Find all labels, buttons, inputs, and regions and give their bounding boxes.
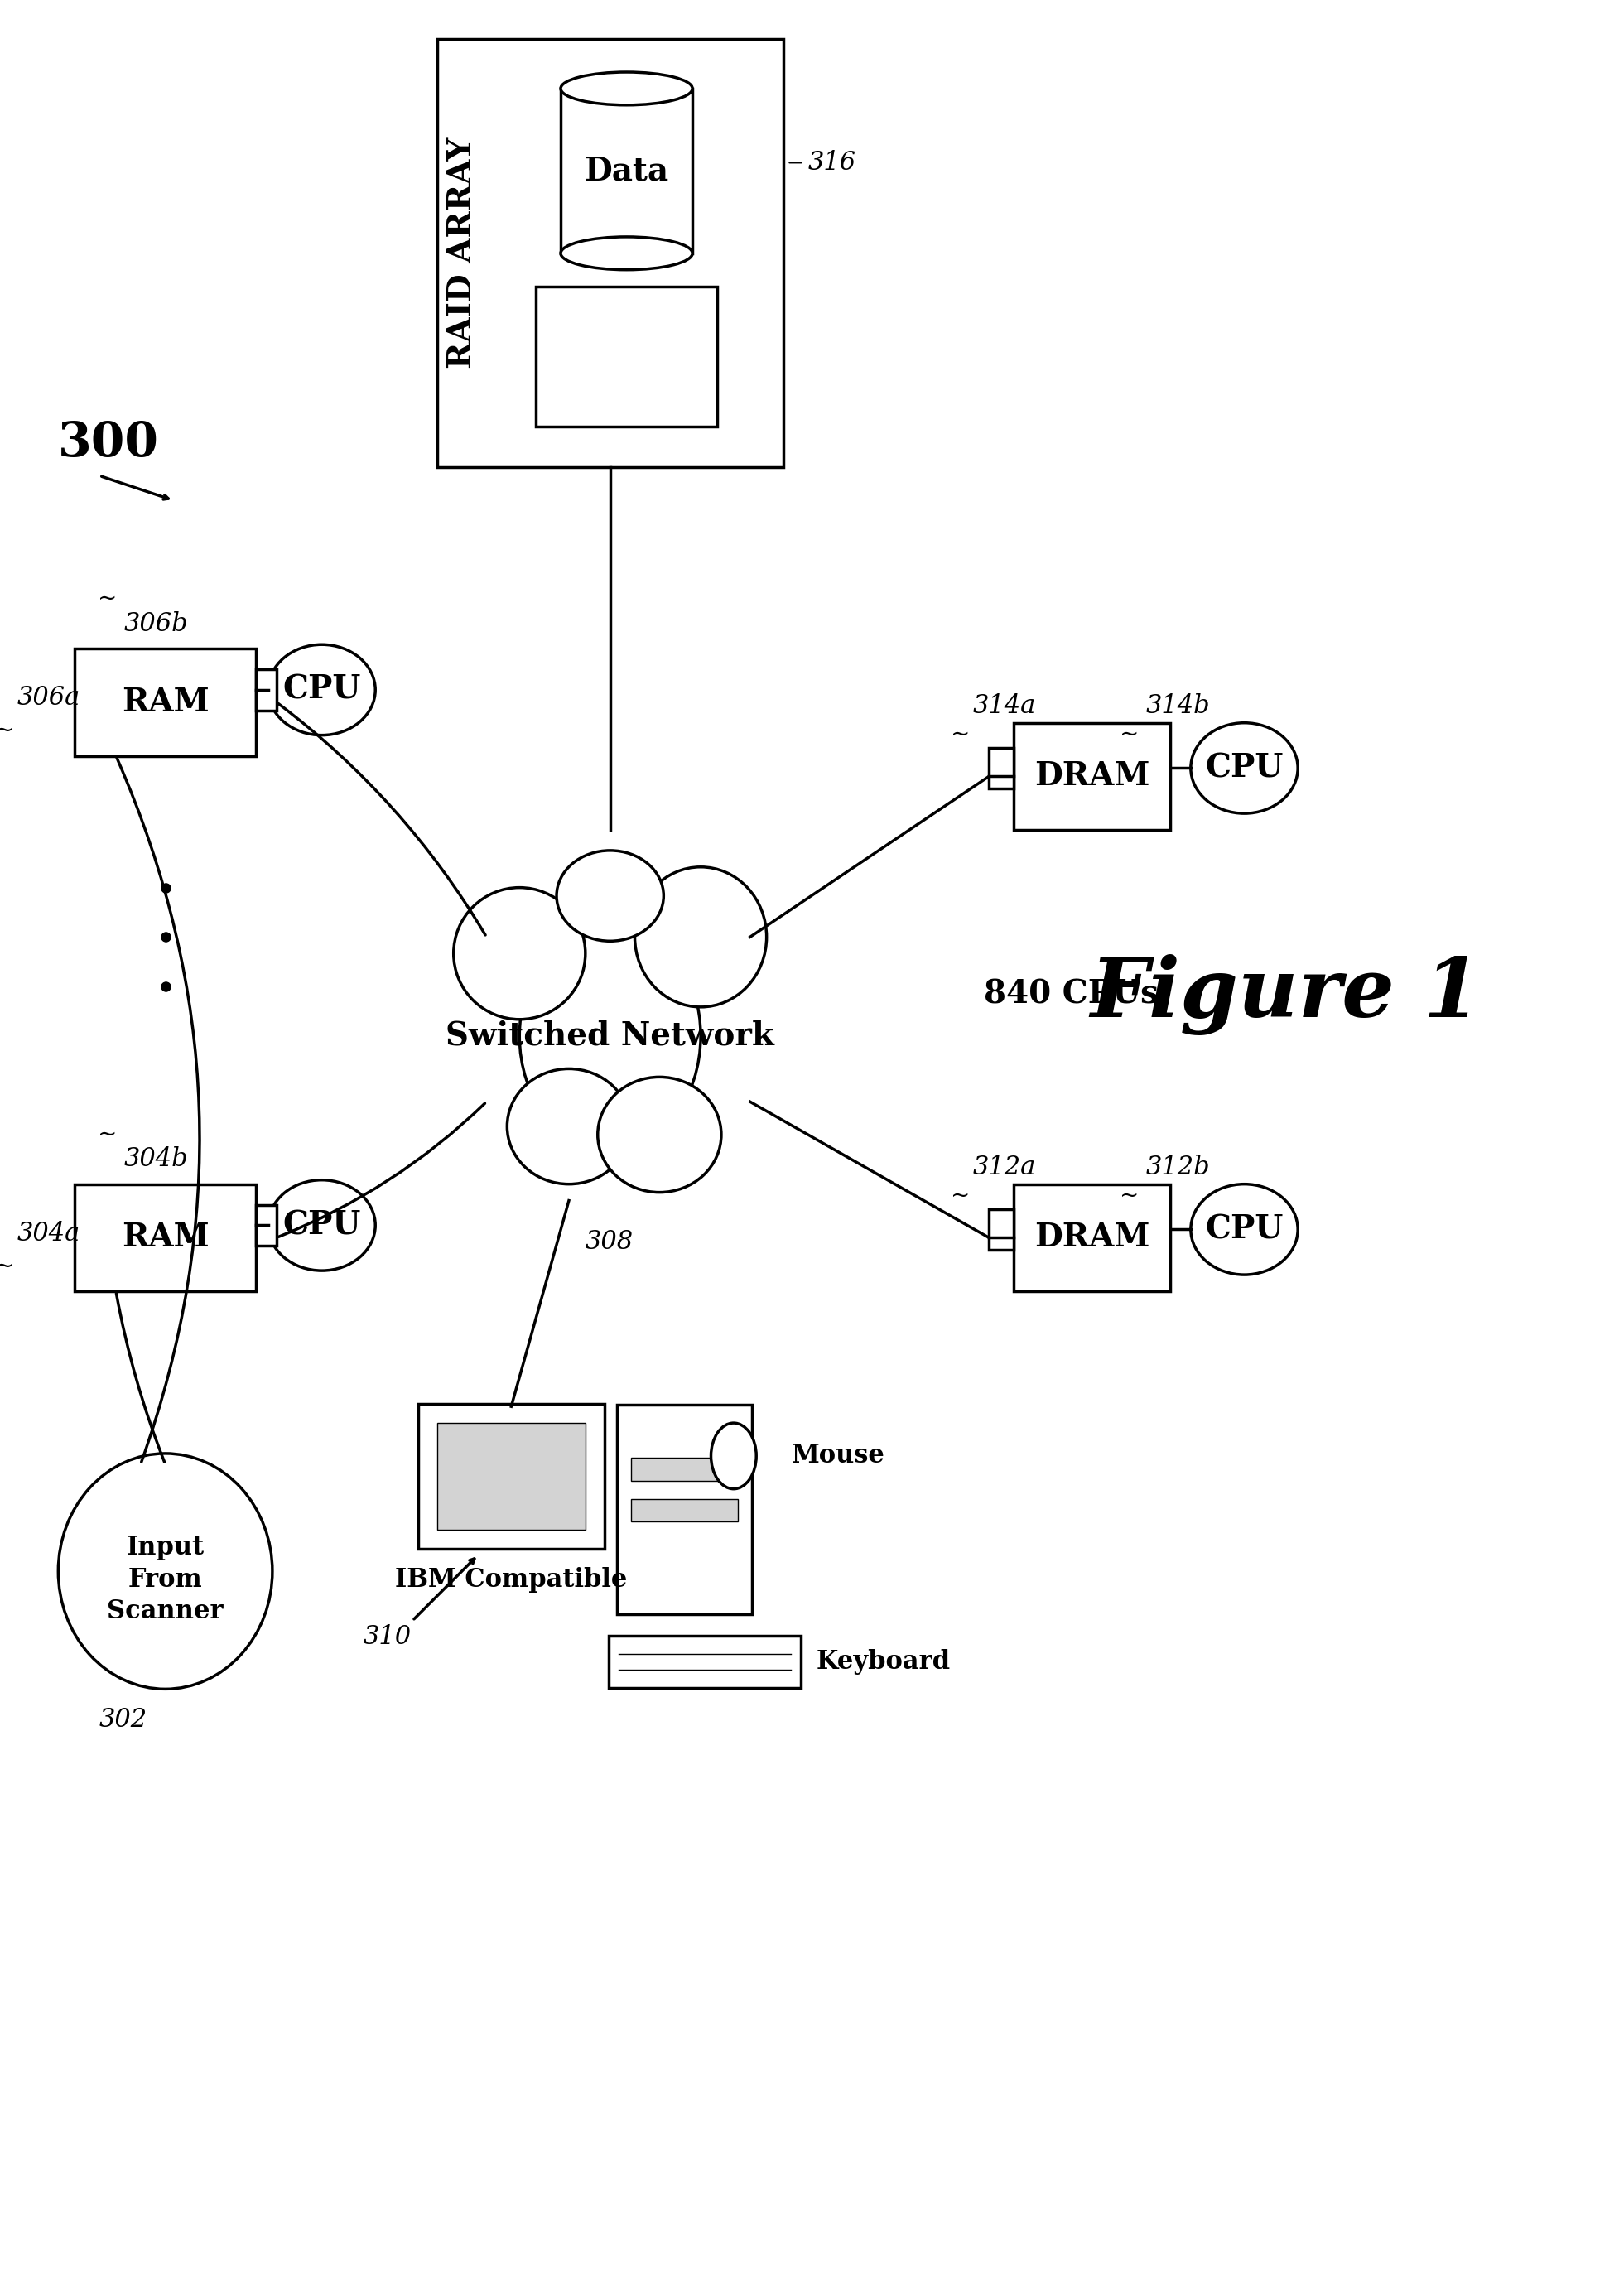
- Ellipse shape: [268, 1181, 375, 1269]
- Bar: [989, 747, 1013, 788]
- Ellipse shape: [453, 888, 585, 1020]
- Text: 840 CPUs: 840 CPUs: [984, 979, 1158, 1011]
- Bar: [536, 286, 718, 427]
- Ellipse shape: [560, 73, 692, 104]
- Ellipse shape: [711, 1424, 757, 1490]
- Ellipse shape: [1190, 1183, 1298, 1274]
- Bar: [630, 1458, 737, 1481]
- Text: 304a: 304a: [16, 1222, 80, 1247]
- Ellipse shape: [268, 645, 375, 736]
- Text: ~: ~: [950, 724, 970, 747]
- Bar: [1013, 1183, 1171, 1292]
- Text: ~: ~: [1119, 1185, 1138, 1208]
- Text: ~: ~: [97, 1124, 117, 1147]
- FancyBboxPatch shape: [437, 39, 783, 468]
- Text: Switched Network: Switched Network: [445, 1020, 775, 1051]
- Text: Input
From
Scanner: Input From Scanner: [107, 1535, 224, 1624]
- Text: DRAM: DRAM: [1034, 761, 1150, 793]
- Text: CPU: CPU: [1205, 752, 1283, 783]
- Text: RAM: RAM: [122, 1222, 209, 1254]
- FancyBboxPatch shape: [417, 1403, 604, 1549]
- Text: 314a: 314a: [973, 693, 1036, 720]
- Text: 306b: 306b: [123, 611, 188, 636]
- Text: RAID ARRAY: RAID ARRAY: [447, 139, 477, 368]
- Ellipse shape: [520, 920, 700, 1151]
- Text: CPU: CPU: [283, 1210, 361, 1240]
- Bar: [560, 89, 692, 254]
- Ellipse shape: [507, 1070, 630, 1183]
- Text: 312a: 312a: [973, 1154, 1036, 1181]
- Bar: [75, 1183, 257, 1292]
- Text: ~: ~: [97, 588, 117, 611]
- Text: IBM Compatible: IBM Compatible: [395, 1567, 627, 1592]
- Text: ~: ~: [0, 1256, 15, 1279]
- Ellipse shape: [557, 849, 664, 940]
- Bar: [1013, 722, 1171, 829]
- Bar: [989, 1208, 1013, 1249]
- Text: Data: Data: [585, 154, 669, 186]
- Text: Keyboard: Keyboard: [815, 1649, 950, 1674]
- Ellipse shape: [560, 236, 692, 270]
- Bar: [630, 1499, 737, 1522]
- FancyBboxPatch shape: [617, 1406, 752, 1615]
- Text: 314b: 314b: [1145, 693, 1210, 720]
- Ellipse shape: [58, 1453, 273, 1690]
- Text: 304b: 304b: [123, 1147, 188, 1172]
- Text: 308: 308: [585, 1229, 633, 1254]
- Text: 302: 302: [99, 1708, 148, 1733]
- Text: ~: ~: [1119, 724, 1138, 747]
- Text: CPU: CPU: [1205, 1213, 1283, 1245]
- Text: ~: ~: [0, 720, 15, 743]
- Ellipse shape: [635, 868, 767, 1006]
- Text: CPU: CPU: [283, 674, 361, 706]
- Bar: [437, 1424, 585, 1531]
- Text: 306a: 306a: [16, 686, 80, 711]
- Text: 312b: 312b: [1145, 1154, 1210, 1181]
- Ellipse shape: [1190, 722, 1298, 813]
- Ellipse shape: [598, 1076, 721, 1192]
- Text: 316: 316: [807, 150, 856, 175]
- Text: Figure 1: Figure 1: [1090, 954, 1481, 1036]
- Text: 300: 300: [58, 420, 159, 466]
- Text: Mouse: Mouse: [791, 1442, 885, 1469]
- Bar: [75, 650, 257, 756]
- FancyBboxPatch shape: [609, 1635, 801, 1687]
- Text: 310: 310: [364, 1624, 412, 1651]
- Text: DRAM: DRAM: [1034, 1222, 1150, 1254]
- Bar: [257, 1204, 276, 1247]
- Text: ~: ~: [950, 1185, 970, 1208]
- Bar: [257, 670, 276, 711]
- Text: RAM: RAM: [122, 686, 209, 718]
